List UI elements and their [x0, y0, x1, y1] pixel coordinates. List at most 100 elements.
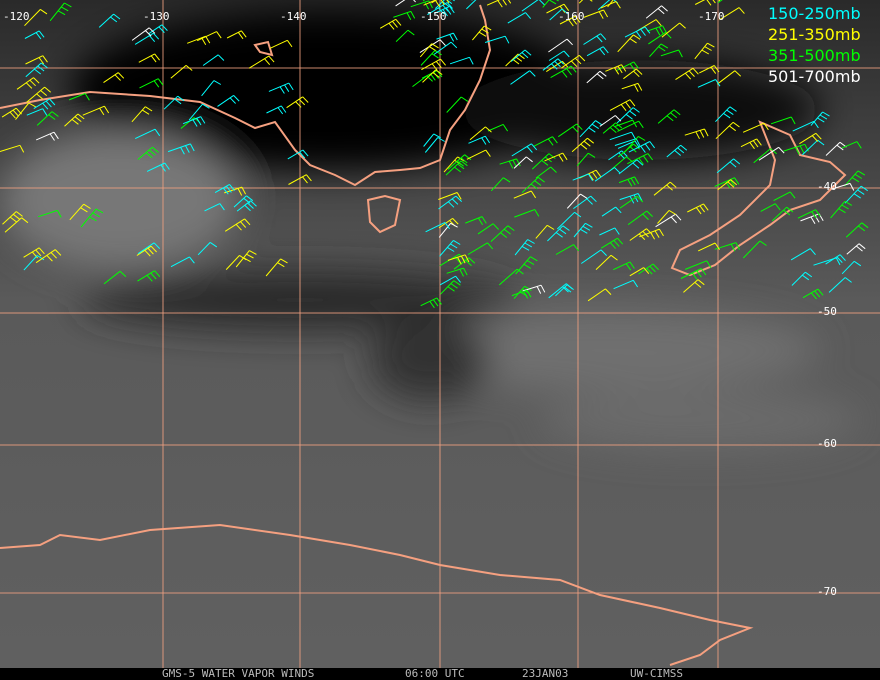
- wind-barb: [599, 227, 620, 236]
- wind-barb: [548, 283, 573, 299]
- wind-barb: [453, 257, 476, 270]
- wind-barb: [465, 216, 487, 226]
- wind-barb: [813, 257, 841, 266]
- legend-entry: 150-250mb: [768, 4, 861, 23]
- legend-entry: 251-350mb: [768, 25, 861, 44]
- wind-barb: [694, 42, 715, 60]
- wind-barb: [828, 277, 852, 293]
- wind-barb: [618, 176, 640, 187]
- wind-barb: [521, 176, 545, 194]
- wind-barb: [715, 106, 737, 123]
- wind-barb: [438, 192, 462, 200]
- wind-barb: [629, 267, 650, 277]
- wind-barb: [421, 58, 446, 71]
- wind-barb: [146, 162, 170, 172]
- wind-barb: [619, 193, 643, 204]
- latitude-labels: -40 -50 -60 -70: [817, 180, 837, 598]
- wind-barb: [666, 144, 688, 158]
- wind-barb: [802, 288, 824, 300]
- wind-barb: [38, 209, 62, 218]
- wind-barb: [25, 62, 48, 78]
- wind-barb: [600, 1, 621, 9]
- wind-barb: [771, 206, 794, 222]
- wind-barb: [531, 153, 556, 170]
- wind-barb: [514, 209, 540, 218]
- wind-barb: [680, 268, 707, 280]
- wind-barb: [33, 98, 56, 110]
- wind-barb: [266, 105, 287, 115]
- wind-barb: [438, 222, 458, 238]
- wind-barb: [131, 106, 153, 123]
- wind-barb: [505, 53, 525, 67]
- legend-entry: 501-700mb: [768, 67, 861, 86]
- wind-barb: [188, 103, 210, 121]
- wind-barb: [830, 200, 853, 219]
- wind-barb: [439, 239, 461, 257]
- wind-barb: [440, 280, 461, 295]
- wind-barb: [548, 38, 573, 53]
- footer-satellite: GMS-5 WATER VAPOR WINDS: [162, 667, 314, 680]
- wind-barb: [660, 49, 683, 58]
- wind-barb: [35, 249, 62, 264]
- latitude-label: -40: [817, 180, 837, 193]
- wind-barb: [790, 248, 816, 261]
- wind-barb: [770, 116, 796, 125]
- wind-barb: [699, 65, 720, 74]
- wind-barb: [466, 149, 491, 160]
- wind-barb: [614, 138, 641, 147]
- longitude-label: -160: [558, 10, 585, 23]
- wind-barb: [226, 30, 247, 40]
- wind-barb: [24, 8, 48, 27]
- wind-barb: [594, 167, 621, 182]
- longitude-label: -170: [698, 10, 725, 23]
- wind-barb: [170, 65, 193, 79]
- wind-barb: [235, 250, 257, 268]
- longitude-label: -140: [280, 10, 307, 23]
- wind-barb: [627, 153, 654, 165]
- wind-barb: [621, 82, 643, 92]
- wind-barb: [801, 139, 825, 156]
- wind-barb: [548, 50, 570, 61]
- wind-barb: [535, 166, 557, 179]
- wind-barb: [612, 261, 635, 271]
- wind-barb: [137, 242, 161, 255]
- wind-barb: [23, 255, 45, 271]
- wind-barb: [197, 241, 218, 256]
- wind-barb: [68, 93, 90, 101]
- wind-barb: [422, 69, 443, 83]
- wind-barb: [236, 200, 257, 212]
- wind-barb: [287, 149, 309, 160]
- wind-barb: [685, 260, 712, 270]
- wind-barb: [447, 154, 472, 170]
- wind-barb: [15, 102, 37, 120]
- wind-barb: [467, 242, 494, 255]
- wind-barb: [576, 152, 596, 167]
- wind-barb: [490, 225, 515, 242]
- longitude-labels: -120 -130 -140 -150 -160 -170: [3, 10, 725, 23]
- longitude-label: -150: [420, 10, 447, 23]
- wind-barb: [841, 260, 862, 275]
- wind-barb: [265, 258, 288, 277]
- wind-barb: [607, 0, 624, 8]
- wind-barb: [499, 158, 521, 169]
- wind-barb: [547, 225, 570, 242]
- wind-barb: [579, 120, 603, 138]
- wind-barb: [573, 222, 593, 238]
- wind-barb: [225, 254, 247, 270]
- wind-barb: [469, 126, 492, 141]
- wind-barb: [555, 244, 579, 255]
- wind-barb: [624, 26, 651, 39]
- wind-barb: [846, 243, 866, 255]
- wind-barb: [424, 137, 445, 153]
- wind-barb: [617, 34, 641, 53]
- wind-barb: [572, 173, 594, 182]
- wind-barb: [515, 256, 538, 275]
- wind-barb: [845, 222, 869, 238]
- island: [253, 40, 274, 57]
- wind-barb: [427, 2, 453, 16]
- wind-barb: [617, 120, 644, 132]
- wind-barb: [583, 33, 607, 45]
- wind-barb: [716, 158, 741, 174]
- wind-barb: [559, 15, 581, 27]
- wind-barb: [595, 254, 618, 270]
